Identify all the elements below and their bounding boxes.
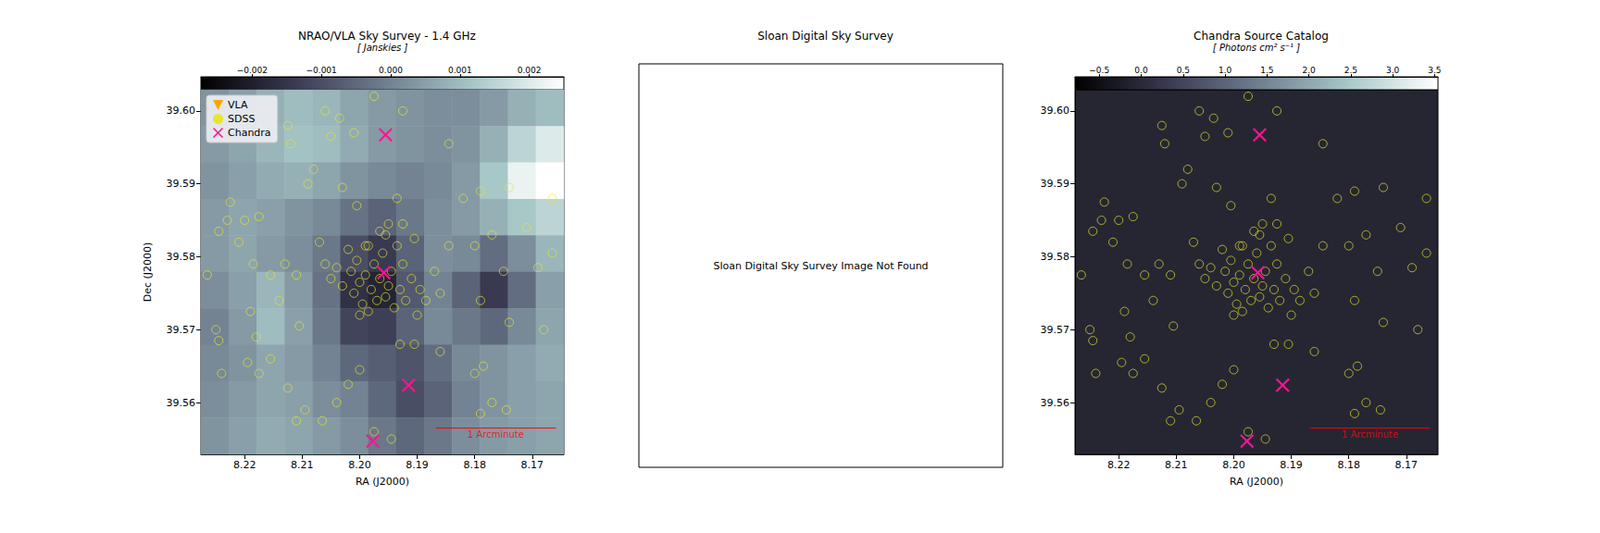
svg-text:1.0: 1.0 xyxy=(1218,65,1233,75)
svg-text:39.57: 39.57 xyxy=(166,324,197,337)
svg-text:0.002: 0.002 xyxy=(517,65,542,75)
svg-text:8.17: 8.17 xyxy=(1395,459,1419,472)
svg-text:39.59: 39.59 xyxy=(1040,177,1071,190)
svg-text:[ Janskies ]: [ Janskies ] xyxy=(357,42,409,53)
svg-text:RA (J2000): RA (J2000) xyxy=(355,475,410,488)
svg-text:8.19: 8.19 xyxy=(1279,459,1303,472)
svg-text:RA (J2000): RA (J2000) xyxy=(1229,475,1284,488)
svg-text:3.0: 3.0 xyxy=(1386,65,1400,75)
svg-text:1 Arcminute: 1 Arcminute xyxy=(1341,429,1399,440)
svg-text:39.59: 39.59 xyxy=(166,177,197,190)
svg-text:−0.5: −0.5 xyxy=(1088,65,1110,75)
svg-text:Dec (J2000): Dec (J2000) xyxy=(141,242,154,303)
svg-text:SDSS: SDSS xyxy=(227,112,255,125)
svg-text:0.001: 0.001 xyxy=(448,65,473,75)
svg-text:0.5: 0.5 xyxy=(1176,65,1190,75)
svg-text:8.22: 8.22 xyxy=(1107,459,1131,472)
svg-text:VLA: VLA xyxy=(227,99,249,112)
svg-text:39.60: 39.60 xyxy=(1040,104,1071,117)
svg-text:8.17: 8.17 xyxy=(521,459,545,472)
svg-text:−0.002: −0.002 xyxy=(237,65,268,75)
svg-text:−0.001: −0.001 xyxy=(306,65,338,75)
svg-text:8.21: 8.21 xyxy=(290,459,314,472)
svg-text:[ Photons cm² s⁻¹ ]: [ Photons cm² s⁻¹ ] xyxy=(1212,42,1300,53)
svg-text:8.22: 8.22 xyxy=(233,459,257,472)
svg-text:Chandra Source Catalog: Chandra Source Catalog xyxy=(1193,29,1329,43)
svg-text:39.60: 39.60 xyxy=(166,104,197,117)
svg-text:8.20: 8.20 xyxy=(348,459,372,472)
svg-text:1.5: 1.5 xyxy=(1260,65,1274,75)
svg-text:39.56: 39.56 xyxy=(1040,397,1071,410)
svg-text:Sloan Digital Sky Survey: Sloan Digital Sky Survey xyxy=(757,29,894,43)
svg-text:8.19: 8.19 xyxy=(405,459,429,472)
svg-text:8.20: 8.20 xyxy=(1222,459,1246,472)
svg-text:1 Arcminute: 1 Arcminute xyxy=(467,429,525,440)
svg-text:39.58: 39.58 xyxy=(1040,250,1071,263)
svg-text:NRAO/VLA Sky Survey - 1.4 GHz: NRAO/VLA Sky Survey - 1.4 GHz xyxy=(298,29,476,43)
svg-text:2.0: 2.0 xyxy=(1301,65,1316,75)
svg-text:39.57: 39.57 xyxy=(1040,324,1071,337)
svg-text:0.000: 0.000 xyxy=(378,65,403,75)
svg-text:0.0: 0.0 xyxy=(1134,65,1149,75)
svg-text:3.5: 3.5 xyxy=(1427,65,1441,75)
svg-text:Sloan Digital Sky Survey Image: Sloan Digital Sky Survey Image Not Found xyxy=(712,260,928,273)
svg-text:8.21: 8.21 xyxy=(1164,459,1188,472)
svg-text:39.58: 39.58 xyxy=(166,250,197,263)
svg-text:2.5: 2.5 xyxy=(1344,65,1358,75)
svg-text:Chandra: Chandra xyxy=(227,126,272,139)
svg-text:8.18: 8.18 xyxy=(462,459,487,472)
svg-text:8.18: 8.18 xyxy=(1337,459,1361,472)
svg-text:39.56: 39.56 xyxy=(166,397,197,410)
